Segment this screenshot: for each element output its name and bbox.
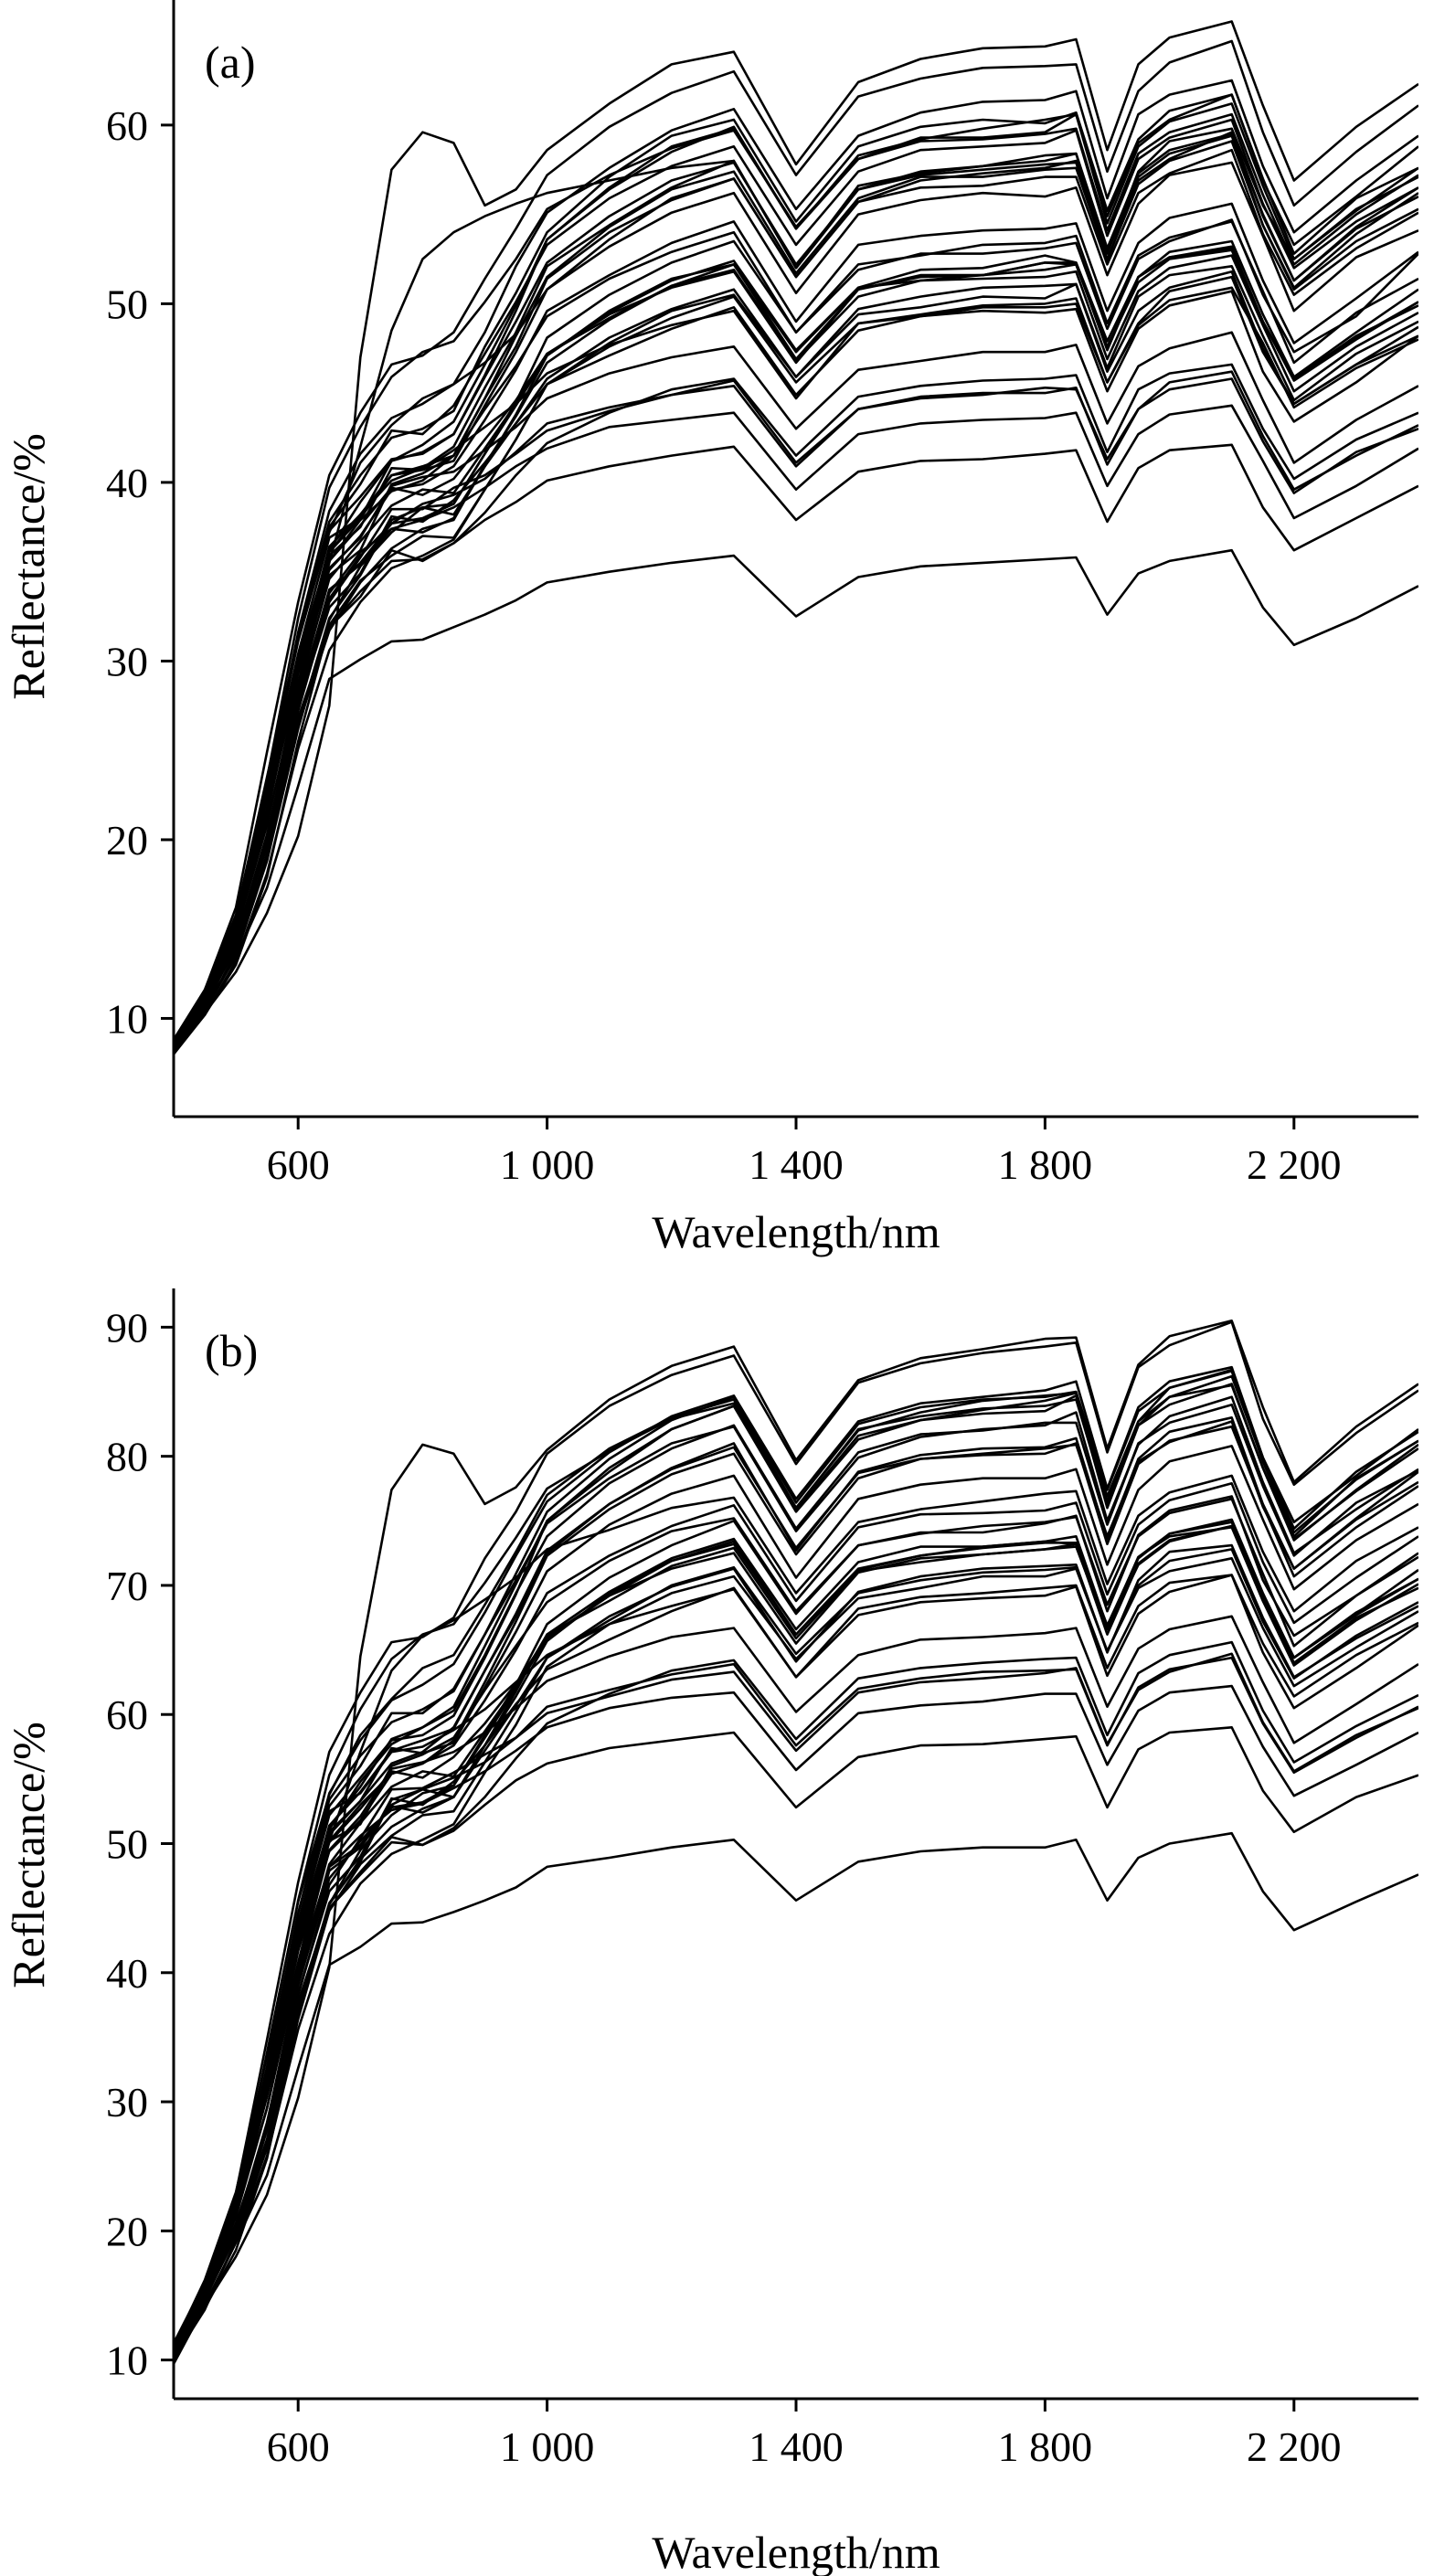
spectrum-line-18 [174, 548, 1418, 1052]
spectrum-line-25 [174, 1656, 1418, 2356]
spectrum-line-19 [174, 1374, 1418, 2350]
spectrum-line-17 [174, 202, 1418, 1041]
spectrum-line-18 [174, 1831, 1418, 2358]
spectrum-line-2 [174, 1495, 1418, 2350]
spectrum-line-35 [174, 1320, 1418, 2365]
y-axis-title: Reflectance/% [3, 1722, 54, 1988]
spectrum-line-12 [174, 331, 1418, 1044]
x-tick-label: 600 [267, 2423, 330, 2470]
spectrum-line-33 [174, 1403, 1418, 2350]
spectrum-line-30 [174, 79, 1418, 1044]
spectra-group [174, 20, 1418, 1055]
spectrum-line-26 [174, 1526, 1418, 2352]
spectrum-line-19 [174, 93, 1418, 1044]
spectrum-line-31 [174, 112, 1418, 1044]
spectrum-line-14 [174, 249, 1418, 1050]
chart-panel-b: 600 1 000 1 400 1 800 2 200 10 20 30 40 50 60 70 80 9… [3, 1288, 1418, 2576]
spectrum-line-6 [174, 265, 1418, 1050]
y-tick-label: 10 [106, 2337, 148, 2384]
y-tick-label: 10 [106, 995, 148, 1042]
spectrum-line-33 [174, 133, 1418, 1046]
spectrum-line-25 [174, 377, 1418, 1054]
x-tick-label: 1 800 [998, 1141, 1093, 1188]
x-tick-label: 1 400 [749, 1141, 844, 1188]
y-tick-label: 30 [106, 2079, 148, 2125]
spectrum-line-3 [174, 286, 1418, 1046]
y-tick-label: 20 [106, 2208, 148, 2254]
spectrum-line-8 [174, 1652, 1418, 2361]
spectrum-line-29 [174, 131, 1418, 1043]
spectrum-line-35 [174, 20, 1418, 1055]
panel-label: (b) [205, 1325, 258, 1376]
spectrum-line-31 [174, 1383, 1418, 2347]
spectrum-line-27 [174, 1368, 1418, 2350]
x-tick-label: 2 200 [1247, 2423, 1342, 2470]
spectrum-line-7 [174, 39, 1418, 1041]
spectra-group [174, 1320, 1418, 2365]
y-tick-label: 90 [106, 1304, 148, 1351]
x-axis-title: Wavelength/nm [652, 1206, 940, 1257]
spectrum-line-21 [174, 270, 1418, 1055]
y-axis-title: Reflectance/% [3, 433, 54, 699]
y-tick-label: 60 [106, 102, 148, 149]
x-tick-label: 1 000 [500, 1141, 595, 1188]
x-tick-label: 1 400 [749, 2423, 844, 2470]
spectrum-line-11 [174, 1521, 1418, 2359]
y-tick-label: 60 [106, 1691, 148, 1738]
spectrum-line-24 [174, 1425, 1418, 2349]
y-tick-label: 50 [106, 281, 148, 327]
spectrum-line-17 [174, 1482, 1418, 2347]
spectrum-line-30 [174, 1365, 1418, 2349]
panel-label: (a) [205, 37, 256, 88]
spectrum-line-27 [174, 93, 1418, 1048]
spectrum-line-20 [174, 220, 1418, 1055]
y-tick-label: 30 [106, 638, 148, 684]
spectrum-line-26 [174, 247, 1418, 1050]
spectrum-line-34 [174, 1518, 1418, 2355]
spectrum-line-4 [174, 1574, 1418, 2358]
spectrum-line-2 [174, 218, 1418, 1044]
x-tick-label: 1 000 [500, 2423, 595, 2470]
x-tick-label: 1 800 [998, 2423, 1093, 2470]
y-tick-label: 80 [106, 1434, 148, 1480]
y-tick-label: 50 [106, 1821, 148, 1868]
spectrum-line-29 [174, 1474, 1418, 2348]
x-tick-label: 600 [267, 1141, 330, 1188]
spectrum-line-7 [174, 1320, 1418, 2344]
chart-panel-a: 600 1 000 1 400 1 800 2 200 10 20 30 40 50 60 Wavel… [3, 0, 1418, 1257]
spectrum-line-5 [174, 1445, 1418, 2348]
y-tick-label: 70 [106, 1563, 148, 1609]
spectrum-line-10 [174, 1395, 1418, 2353]
spectrum-line-21 [174, 1557, 1418, 2361]
y-tick-label: 40 [106, 1950, 148, 1997]
spectrum-line-28 [174, 1548, 1418, 2359]
spectrum-line-16 [174, 1524, 1418, 2349]
spectrum-line-20 [174, 1498, 1418, 2358]
y-tick-label: 20 [106, 817, 148, 864]
spectrum-line-10 [174, 118, 1418, 1052]
x-tick-label: 2 200 [1247, 1141, 1342, 1188]
y-tick-label: 40 [106, 460, 148, 506]
spectrum-line-34 [174, 254, 1418, 1050]
x-axis-title: Wavelength/nm [652, 2527, 940, 2576]
